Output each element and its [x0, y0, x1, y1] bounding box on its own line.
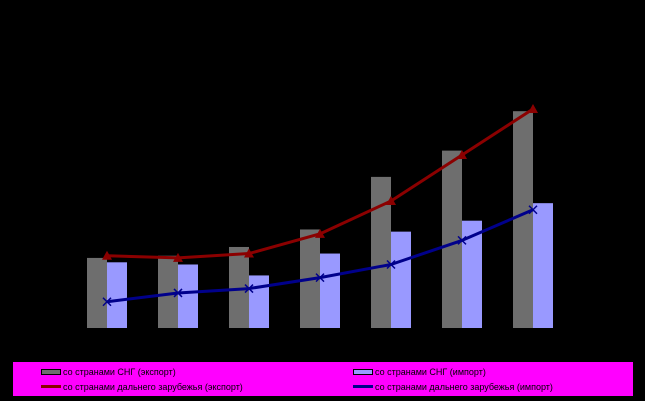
bar-cis-import-1: [178, 264, 198, 328]
legend-swatch-far-export: [41, 385, 61, 388]
point-far-import-0: [102, 297, 112, 307]
point-far-import-4: [386, 259, 396, 270]
point-far-export-5: [457, 149, 467, 159]
bar-cis-export-0: [87, 257, 107, 328]
bar-cis-import-5: [462, 220, 482, 328]
bar-cis-export-4: [371, 176, 391, 328]
legend-item-cis-import: со странами СНГ (импорт): [353, 365, 486, 378]
legend-item-cis-export: со странами СНГ (экспорт): [41, 365, 176, 378]
legend-label-cis-export: со странами СНГ (экспорт): [63, 366, 176, 377]
bar-cis-import-6: [533, 203, 553, 328]
bar-cis-import-2: [249, 275, 269, 328]
legend-item-far-export: со странами дальнего зарубежья (экспорт): [41, 380, 243, 393]
legend-item-far-import: со странами дальнего зарубежья (импорт): [353, 380, 553, 393]
legend-label-far-import: со странами дальнего зарубежья (импорт): [375, 381, 553, 392]
point-far-export-3: [315, 228, 325, 238]
point-far-export-0: [102, 250, 112, 260]
bar-cis-export-1: [158, 255, 178, 328]
point-far-import-3: [315, 273, 325, 283]
point-far-export-6: [528, 104, 538, 113]
bar-cis-import-0: [107, 262, 127, 328]
bar-cis-export-6: [513, 111, 533, 328]
bar-cis-import-4: [391, 231, 411, 328]
chart-plot: [87, 104, 553, 328]
legend-label-far-export: со странами дальнего зарубежья (экспорт): [63, 381, 243, 392]
point-far-import-5: [457, 235, 467, 245]
legend-label-cis-import: со странами СНГ (импорт): [375, 366, 486, 377]
legend-swatch-cis-export: [41, 368, 61, 375]
point-far-export-2: [244, 248, 254, 258]
bar-cis-export-5: [442, 150, 462, 328]
bar-cis-import-3: [320, 253, 340, 328]
point-far-export-4: [386, 195, 396, 205]
chart-legend: со странами СНГ (экспорт) со странами СН…: [13, 362, 633, 396]
point-far-import-1: [173, 288, 183, 298]
legend-swatch-cis-import: [353, 368, 373, 375]
point-far-import-6: [528, 205, 538, 215]
legend-swatch-far-import: [353, 385, 373, 388]
bar-cis-export-2: [229, 246, 249, 328]
point-far-export-1: [173, 252, 183, 262]
point-far-import-2: [244, 284, 254, 294]
